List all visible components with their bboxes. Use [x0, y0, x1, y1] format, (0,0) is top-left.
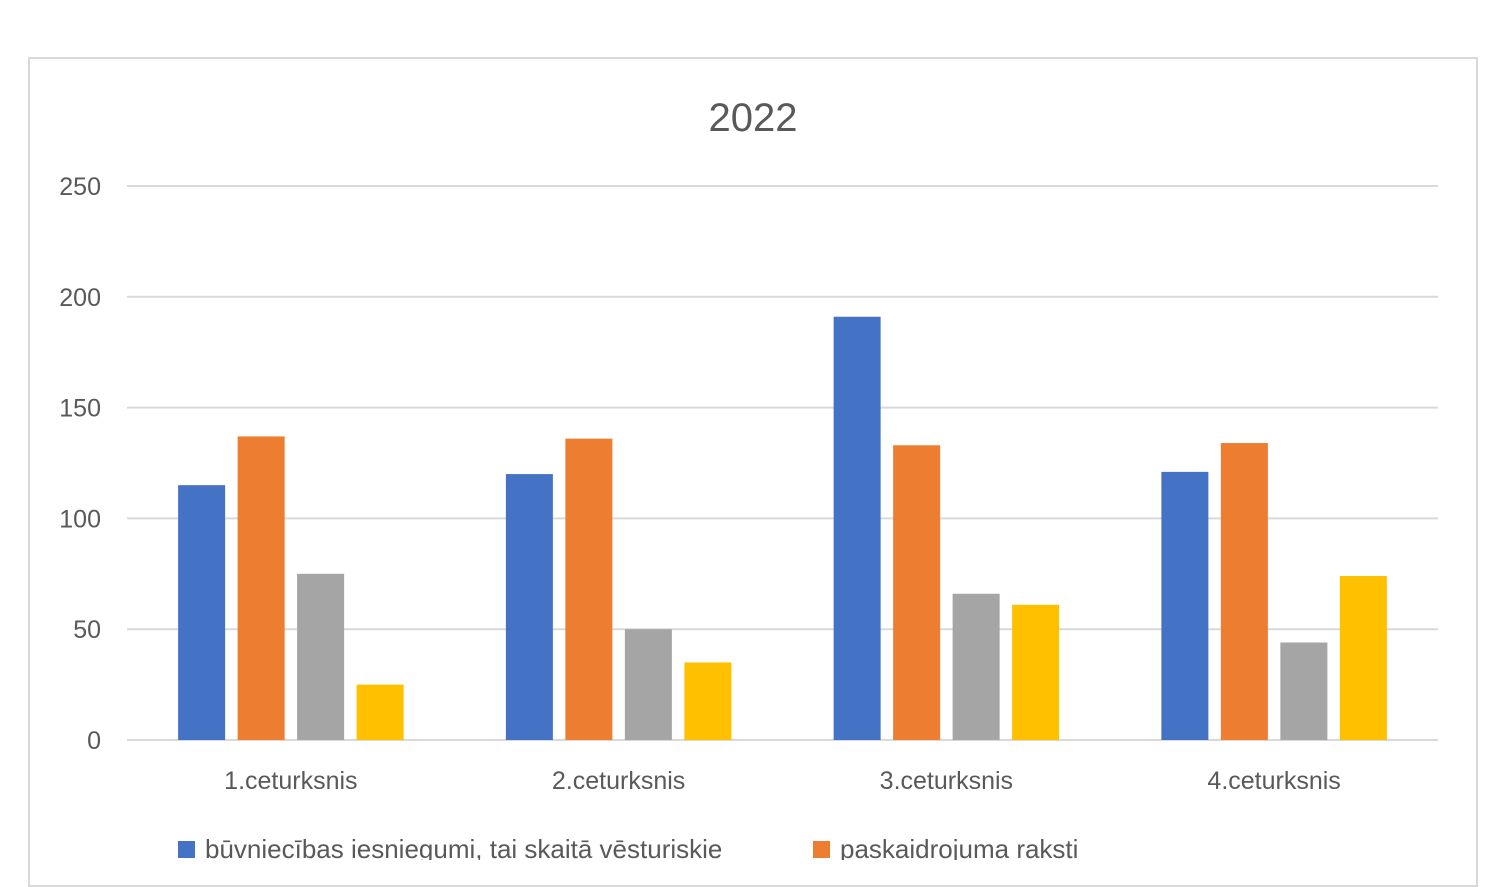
bar — [833, 316, 881, 740]
bar — [356, 684, 404, 740]
x-axis-ticks: 1.ceturksnis 2.ceturksnis 3.ceturksnis 4.ce… — [224, 767, 1341, 795]
legend-swatch — [178, 841, 195, 858]
bars — [178, 316, 1387, 740]
bar — [952, 593, 1000, 740]
x-tick-label: 1.ceturksnis — [224, 767, 357, 795]
chart-title: 2022 — [709, 96, 798, 140]
x-tick-label: 2.ceturksnis — [552, 767, 685, 795]
x-tick-label: 3.ceturksnis — [880, 767, 1013, 795]
y-tick-label: 50 — [73, 616, 101, 644]
legend-label: būvniecības iesniegumi, tai skaitā vēstu… — [205, 834, 722, 860]
y-tick-label: 0 — [87, 727, 101, 755]
bar — [1220, 443, 1268, 740]
bar — [237, 436, 285, 740]
bar — [565, 438, 613, 740]
bar-chart: 2022 0 50 100 150 200 250 1.ceturksnis 2.cetur… — [59, 96, 1438, 860]
bar — [1161, 471, 1209, 740]
y-tick-label: 100 — [59, 505, 101, 533]
gridlines — [127, 185, 1438, 741]
y-axis-ticks: 0 50 100 150 200 250 — [59, 173, 101, 755]
bar — [1339, 576, 1387, 740]
legend-swatch — [813, 841, 830, 858]
bar — [297, 573, 345, 740]
y-tick-label: 200 — [59, 284, 101, 312]
legend: būvniecības iesniegumi, tai skaitā vēstu… — [178, 834, 1078, 860]
bar — [893, 445, 941, 740]
x-tick-label: 4.ceturksnis — [1207, 767, 1340, 795]
bar — [178, 485, 226, 740]
bar — [1012, 604, 1060, 740]
bar — [505, 474, 553, 740]
bar — [684, 662, 732, 740]
y-tick-label: 250 — [59, 173, 101, 201]
y-tick-label: 150 — [59, 395, 101, 423]
bar — [624, 629, 672, 740]
legend-label: paskaidrojuma raksti — [840, 834, 1078, 860]
bar — [1280, 642, 1328, 740]
